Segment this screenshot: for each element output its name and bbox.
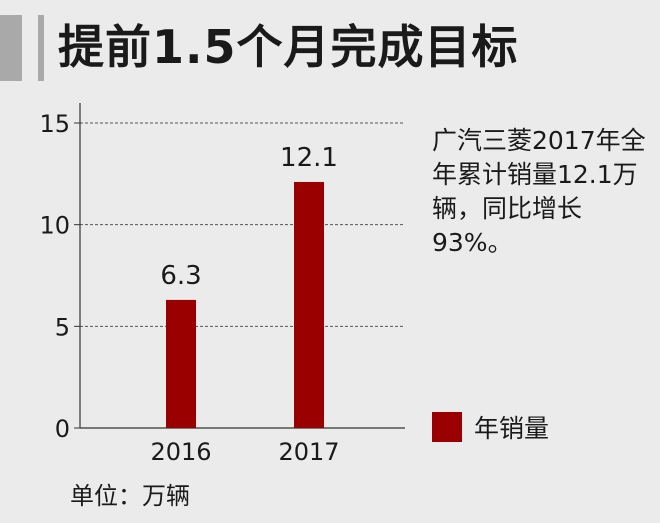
bar-2017 (294, 181, 324, 428)
data-label: 6.3 (160, 261, 201, 291)
title-accent-bar (0, 15, 22, 81)
chart-note: 广汽三菱2017年全年累计销量12.1万辆，同比增长93%。 (432, 126, 646, 257)
legend: 年销量 (432, 409, 549, 445)
x-tick-label: 2016 (150, 438, 211, 466)
title-bar: 提前1.5个月完成目标 (0, 0, 660, 94)
bar-2016 (166, 299, 196, 428)
page-title: 提前1.5个月完成目标 (58, 20, 519, 74)
legend-swatch (432, 412, 462, 442)
x-tick-label: 2017 (278, 438, 339, 466)
y-tick-label: 0 (55, 415, 70, 443)
y-tick-label: 5 (55, 313, 70, 341)
y-tick-label: 15 (39, 110, 70, 138)
y-tick-label: 10 (39, 212, 70, 240)
legend-label: 年销量 (474, 414, 550, 443)
unit-label: 单位：万辆 (70, 482, 190, 510)
data-label: 12.1 (280, 143, 338, 173)
title-accent-line (38, 15, 44, 81)
